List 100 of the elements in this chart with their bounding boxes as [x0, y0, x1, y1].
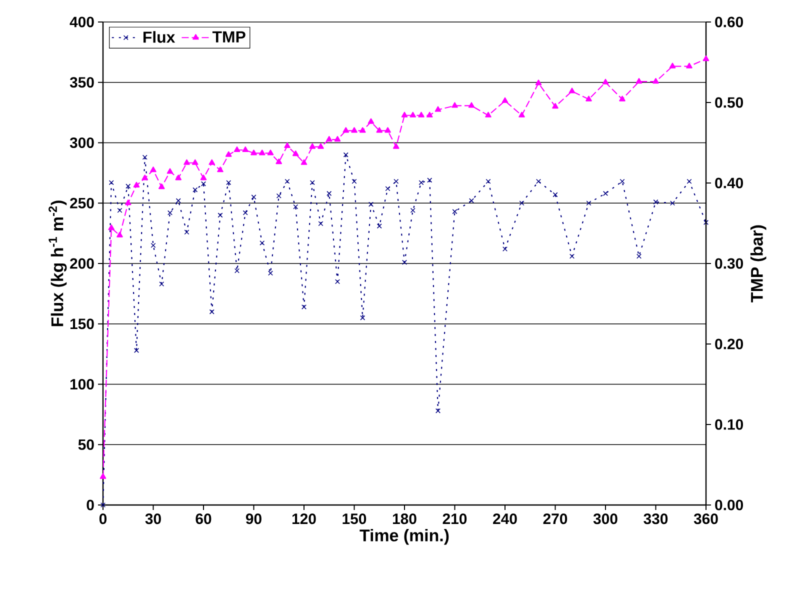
point: [486, 178, 491, 184]
point: [670, 200, 676, 206]
point: [410, 208, 416, 213]
point: [134, 348, 140, 353]
point: [552, 192, 558, 198]
point: [284, 178, 290, 184]
point: [293, 204, 298, 210]
point: [326, 136, 332, 142]
point: [284, 142, 290, 148]
point: [176, 198, 181, 204]
point: [418, 180, 424, 186]
point: [343, 152, 348, 158]
point: [234, 268, 240, 274]
x-tick-label: 240: [493, 514, 517, 524]
point: [175, 174, 182, 180]
point: [535, 80, 542, 86]
point: [636, 78, 642, 84]
point: [669, 62, 676, 68]
x-tick-label: 210: [442, 514, 467, 524]
point: [468, 198, 474, 204]
point: [142, 154, 148, 160]
x-tick-label: 90: [246, 514, 262, 524]
point: [703, 220, 709, 225]
point: [502, 97, 508, 103]
point: [242, 146, 249, 152]
y2-tick-label: 0.40: [715, 178, 743, 188]
point: [158, 183, 165, 190]
point: [552, 102, 558, 109]
point: [300, 159, 308, 165]
y2-tick-label: 0.20: [715, 338, 743, 350]
point: [359, 127, 366, 133]
point: [276, 158, 282, 164]
point: [326, 190, 332, 196]
point: [268, 270, 274, 276]
point: [376, 224, 382, 229]
point: [426, 112, 433, 118]
point: [352, 178, 357, 184]
point: [200, 174, 207, 180]
y-tick-label: 200: [70, 258, 94, 269]
point: [192, 187, 198, 192]
y-tick-label: 150: [70, 318, 94, 330]
point: [360, 315, 366, 320]
point: [368, 202, 374, 207]
point: [586, 200, 592, 206]
y-tick-label: 250: [70, 198, 94, 208]
point: [234, 146, 240, 152]
point: [126, 184, 131, 189]
point: [208, 159, 216, 165]
legend-label: Flux: [143, 31, 176, 43]
y-tick-label: 100: [70, 378, 94, 390]
point: [250, 150, 257, 156]
point: [117, 208, 122, 213]
point: [309, 143, 316, 149]
x-tick-label: 300: [593, 514, 618, 524]
point: [334, 279, 340, 284]
point: [519, 200, 524, 206]
point: [192, 159, 198, 165]
point: [150, 242, 156, 248]
point: [209, 309, 214, 314]
y2-tick-label: 0.00: [715, 500, 743, 510]
point: [150, 166, 156, 172]
point: [334, 136, 341, 142]
point: [392, 143, 400, 149]
x-axis-title: Time (min.): [360, 528, 449, 545]
point: [166, 168, 174, 174]
point: [318, 143, 324, 149]
point: [652, 78, 659, 84]
point: [620, 178, 625, 184]
y2-tick-label: 0.60: [715, 16, 743, 28]
y2-tick-label: 0.10: [715, 419, 743, 430]
point: [225, 151, 232, 157]
point: [124, 200, 132, 206]
point: [242, 210, 248, 216]
y-tick-label: 400: [70, 16, 94, 28]
x-tick-label: 0: [99, 514, 107, 524]
x-tick-label: 120: [292, 514, 316, 524]
point: [260, 240, 265, 246]
point: [376, 127, 383, 133]
point: [142, 174, 148, 180]
x-tick-label: 30: [145, 514, 161, 524]
point: [602, 78, 609, 84]
point: [418, 112, 424, 118]
point: [368, 118, 374, 124]
legend-label: TMP: [212, 31, 246, 42]
point: [310, 180, 315, 186]
point: [686, 178, 692, 184]
y2-tick-label: 0.50: [715, 97, 743, 108]
point: [100, 473, 106, 479]
point: [686, 62, 692, 68]
point: [251, 194, 256, 200]
y-tick-label: 50: [78, 439, 94, 450]
point: [292, 150, 299, 156]
point: [586, 96, 592, 102]
point: [434, 106, 442, 112]
point: [318, 221, 324, 226]
point: [184, 159, 190, 165]
point: [518, 112, 525, 118]
point: [568, 88, 576, 94]
point: [108, 224, 115, 230]
point: [427, 178, 432, 183]
